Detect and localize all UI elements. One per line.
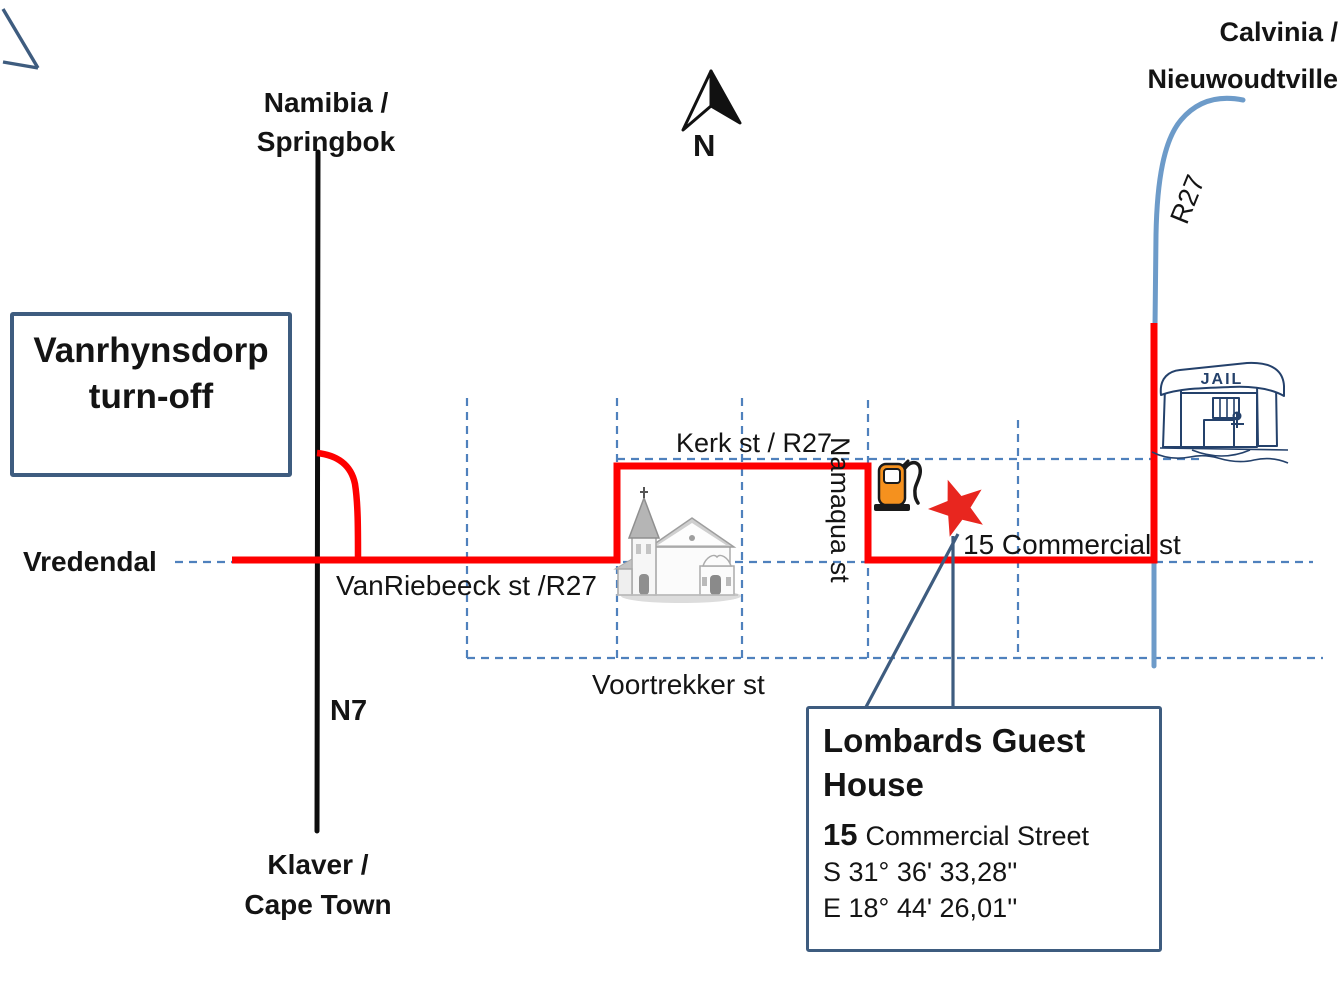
- destination-north-line2: Springbok: [256, 126, 396, 157]
- kerk-street-label: Kerk st / R27: [676, 428, 833, 458]
- guesthouse-title-line1: Lombards Guest: [823, 722, 1086, 759]
- r27-road-north: [1152, 95, 1246, 330]
- destination-north: Namibia / Springbok: [228, 83, 424, 161]
- north-arrow-icon: [681, 69, 742, 132]
- turnoff-callout-line1: Vanrhynsdorp: [33, 331, 269, 370]
- destination-northeast-line2: Nieuwoudtville: [1147, 64, 1338, 94]
- guesthouse-address: 15 Commercial Street: [823, 817, 1145, 854]
- jail-icon: JAIL: [1151, 361, 1289, 464]
- guesthouse-title-line2: House: [823, 766, 924, 803]
- commercial-street-label: 15 Commercial st: [963, 529, 1181, 560]
- north-arrow-right-half: [709, 69, 742, 125]
- guesthouse-pointer-lines: [864, 533, 960, 708]
- voortrekker-street-label: Voortrekker st: [592, 669, 765, 700]
- destination-west-label: Vredendal: [23, 546, 157, 577]
- turnoff-callout-box: Vanrhynsdorp turn-off: [10, 312, 292, 477]
- jail-sign-text: JAIL: [1201, 371, 1244, 388]
- route-turnoff-curve: [316, 449, 362, 558]
- guesthouse-address-number: 15: [823, 817, 858, 852]
- turnoff-callout-tail: [1, 8, 40, 70]
- vanriebeeck-street-label: VanRiebeeck st /R27: [336, 570, 597, 601]
- callout-tail-edge-top: [1, 8, 40, 69]
- church-icon: [613, 487, 741, 603]
- destination-south: Klaver / Cape Town: [232, 845, 404, 925]
- destination-northeast: Calvinia / Nieuwoudtville: [1147, 9, 1338, 103]
- destination-star-icon: [928, 479, 983, 537]
- destination-south-line2: Cape Town: [244, 889, 392, 920]
- namaqua-street-label: Namaqua st: [825, 437, 855, 583]
- destination-south-line1: Klaver /: [267, 849, 369, 880]
- guesthouse-callout-box: Lombards Guest House 15 Commercial Street…: [806, 706, 1162, 952]
- destination-northeast-line1: Calvinia /: [1219, 17, 1338, 47]
- north-arrow-left-half: [681, 69, 713, 132]
- compass-north-label: N: [693, 128, 716, 163]
- guesthouse-latitude: S 31° 36' 33,28'': [823, 857, 1018, 887]
- pointer-line-diagonal: [864, 533, 960, 708]
- n7-road-line: [314, 149, 321, 834]
- n7-road-label: N7: [330, 695, 368, 727]
- route-path: [232, 323, 1158, 564]
- callout-tail-edge-bottom: [2, 60, 39, 70]
- destination-north-line1: Namibia /: [263, 87, 389, 118]
- turnoff-callout-line2: turn-off: [88, 377, 214, 416]
- guesthouse-longitude: E 18° 44' 26,01'': [823, 893, 1018, 923]
- guesthouse-address-street: Commercial Street: [865, 821, 1090, 851]
- fuel-station-icon: [874, 459, 923, 511]
